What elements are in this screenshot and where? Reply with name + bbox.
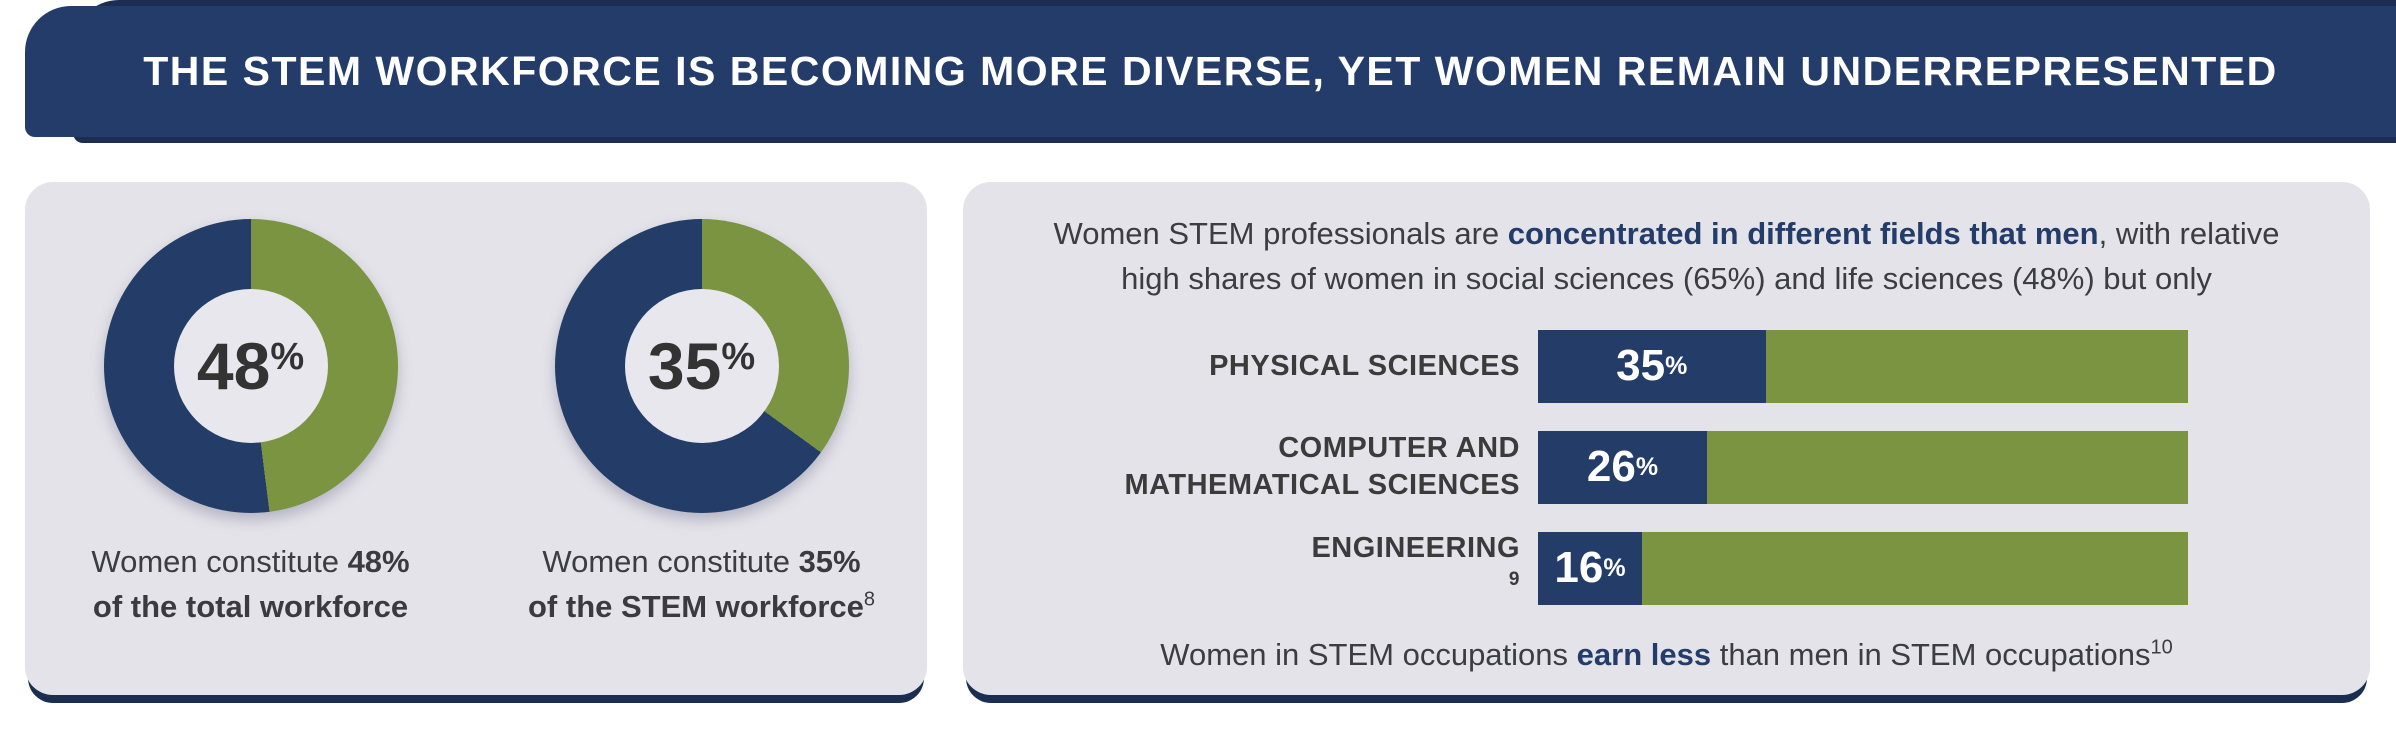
percent-sign: % bbox=[1603, 553, 1626, 582]
intro-text: Women STEM professionals are concentrate… bbox=[1053, 216, 2280, 296]
bar-label: PHYSICAL SCIENCES bbox=[1209, 349, 1520, 382]
bar-women-segment: 16% bbox=[1538, 531, 1642, 605]
intro-highlight: concentrated in different fields that me… bbox=[1507, 216, 2099, 251]
footnote-marker: 10 bbox=[2150, 636, 2173, 659]
bar-women-segment: 26% bbox=[1538, 430, 1707, 504]
total-workforce-donut-block: 48% Women constitute 48% of the total wo… bbox=[25, 182, 476, 695]
bar-label: COMPUTER AND MATHEMATICAL SCIENCES bbox=[1124, 431, 1520, 502]
bar-track: 16% bbox=[1538, 531, 2188, 605]
percent-sign: % bbox=[270, 336, 305, 378]
bar-row-physical-sciences: PHYSICAL SCIENCES 35% bbox=[963, 329, 2370, 403]
bar-track: 26% bbox=[1538, 430, 2188, 504]
banner-bar: THE STEM WORKFORCE IS BECOMING MORE DIVE… bbox=[25, 6, 2396, 137]
workforce-share-card: 48% Women constitute 48% of the total wo… bbox=[25, 182, 927, 695]
donut-hole: 48% bbox=[173, 289, 328, 443]
bar-track: 35% bbox=[1538, 329, 2188, 403]
donut-caption: Women constitute 35% of the STEM workfor… bbox=[528, 544, 875, 624]
header-banner: THE STEM WORKFORCE IS BECOMING MORE DIVE… bbox=[25, 0, 2396, 143]
footnote-marker: 8 bbox=[863, 588, 875, 611]
bar-row-engineering: ENGINEERING 9 16% bbox=[963, 531, 2370, 605]
percent-sign: % bbox=[721, 336, 756, 378]
page-title: THE STEM WORKFORCE IS BECOMING MORE DIVE… bbox=[143, 48, 2278, 94]
donut-center-value: 48% bbox=[196, 329, 305, 403]
percent-sign: % bbox=[1635, 452, 1659, 481]
bar-men-segment bbox=[1765, 329, 2188, 403]
fields-bar-chart: PHYSICAL SCIENCES 35% COMPUTER AND MATHEM… bbox=[963, 329, 2370, 605]
bar-women-segment: 35% bbox=[1538, 329, 1766, 403]
donut-center-value: 35% bbox=[647, 329, 756, 403]
stem-workforce-donut-block: 35% Women constitute 35% of the STEM wor… bbox=[476, 182, 927, 695]
stem-workforce-donut-chart: 35% bbox=[554, 219, 849, 513]
footnote-marker: 9 bbox=[1508, 569, 1520, 591]
earnings-note: Women in STEM occupations earn less than… bbox=[1160, 636, 2173, 672]
donut-hole: 35% bbox=[624, 289, 779, 443]
bar-row-computer-mathematical: COMPUTER AND MATHEMATICAL SCIENCES 26% bbox=[963, 430, 2370, 504]
donut-caption: Women constitute 48% of the total workfo… bbox=[91, 544, 410, 624]
note-highlight: earn less bbox=[1576, 636, 1712, 672]
fields-distribution-card: Women STEM professionals are concentrate… bbox=[963, 182, 2370, 695]
bar-men-segment bbox=[1642, 531, 2188, 605]
bar-men-segment bbox=[1707, 430, 2188, 504]
percent-sign: % bbox=[1665, 351, 1688, 380]
bar-label: ENGINEERING 9 bbox=[1311, 532, 1520, 591]
total-workforce-donut-chart: 48% bbox=[103, 219, 398, 513]
